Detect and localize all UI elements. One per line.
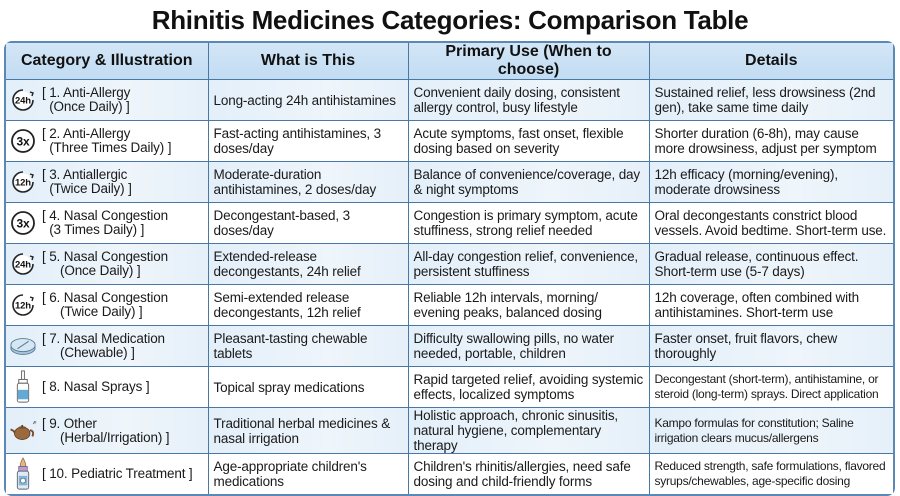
what-cell: Long-acting 24h antihistamines: [207, 79, 409, 121]
category-label: [ 6. Nasal Congestion (Twice Daily) ]: [42, 290, 168, 319]
details-cell: Reduced strength, safe formulations, fla…: [648, 453, 893, 494]
category-label: [ 1. Anti-Allergy (Once Daily) ]: [42, 85, 131, 114]
three-times-icon: 3x: [9, 128, 37, 154]
nasal-spray-icon: [9, 370, 37, 404]
teapot-icon: [9, 418, 37, 444]
primary-use-cell: Congestion is primary symptom, acute stu…: [407, 202, 650, 244]
comparison-table: Category & Illustration What is This Pri…: [4, 41, 895, 496]
details-cell: Shorter duration (6-8h), may cause more …: [648, 120, 893, 162]
table-row: [ 10. Pediatric Treatment ] Age-appropria…: [6, 453, 893, 494]
category-label: [ 3. Antiallergic (Twice Daily) ]: [42, 167, 132, 196]
table-row: [ 7. Nasal Medication (Chewable) ] Pleasa…: [6, 325, 893, 367]
category-cell: 3x [ 2. Anti-Allergy (Three Times Daily) …: [6, 120, 209, 162]
details-cell: Decongestant (short-term), antihistamine…: [648, 366, 893, 408]
what-cell: Moderate-duration antihistamines, 2 dose…: [207, 161, 409, 203]
what-cell: Age-appropriate children's medications: [207, 453, 409, 494]
header-details: Details: [648, 43, 893, 80]
clock-12h-icon: 12h: [9, 169, 37, 195]
icon-label: 3x: [16, 217, 30, 231]
category-cell: [ 9. Other (Herbal/Irrigation) ]: [6, 407, 209, 454]
header-primary-use: Primary Use (When to choose): [407, 43, 650, 80]
icon-label: 3x: [16, 135, 30, 149]
primary-use-cell: Children's rhinitis/allergies, need safe…: [407, 453, 650, 494]
details-cell: Gradual release, continuous effect. Shor…: [648, 243, 893, 285]
category-label: [ 10. Pediatric Treatment ]: [42, 466, 193, 481]
category-cell: 12h [ 3. Antiallergic (Twice Daily) ]: [6, 161, 209, 203]
what-cell: Semi-extended release decongestants, 12h…: [207, 284, 409, 326]
what-cell: Pleasant-tasting chewable tablets: [207, 325, 409, 367]
table-row: 3x [ 2. Anti-Allergy (Three Times Daily) …: [6, 120, 893, 162]
icon-label: 12h: [15, 178, 31, 189]
details-cell: Oral decongestants constrict blood vesse…: [648, 202, 893, 244]
three-times-icon: 3x: [9, 210, 37, 236]
category-cell: 3x [ 4. Nasal Congestion (3 Times Daily) …: [6, 202, 209, 244]
category-label: [ 4. Nasal Congestion (3 Times Daily) ]: [42, 208, 168, 237]
category-cell: [ 8. Nasal Sprays ]: [6, 366, 209, 408]
what-cell: Decongestant-based, 3 doses/day: [207, 202, 409, 244]
table-row: 3x [ 4. Nasal Congestion (3 Times Daily) …: [6, 202, 893, 244]
pediatric-bottle-icon: [9, 457, 37, 491]
category-cell: [ 10. Pediatric Treatment ]: [6, 453, 209, 494]
table-row: 24h [ 1. Anti-Allergy (Once Daily) ] Long-…: [6, 79, 893, 121]
details-cell: Sustained relief, less drowsiness (2nd g…: [648, 79, 893, 121]
category-cell: [ 7. Nasal Medication (Chewable) ]: [6, 325, 209, 367]
tablet-icon: [9, 335, 37, 357]
header-category: Category & Illustration: [6, 43, 209, 80]
table-row: [ 8. Nasal Sprays ] Topical spray medicat…: [6, 366, 893, 408]
details-cell: Kampo formulas for constitution; Saline …: [648, 407, 893, 454]
table-row: 12h [ 6. Nasal Congestion (Twice Daily) ]…: [6, 284, 893, 326]
what-cell: Topical spray medications: [207, 366, 409, 408]
clock-24h-icon: 24h: [9, 87, 37, 113]
what-cell: Fast-acting antihistamines, 3 doses/day: [207, 120, 409, 162]
primary-use-cell: Balance of convenience/coverage, day & n…: [407, 161, 650, 203]
primary-use-cell: Acute symptoms, fast onset, flexible dos…: [407, 120, 650, 162]
table-row: [ 9. Other (Herbal/Irrigation) ] Traditio…: [6, 407, 893, 454]
table-row: 12h [ 3. Antiallergic (Twice Daily) ] Mode…: [6, 161, 893, 203]
primary-use-cell: All-day congestion relief, convenience, …: [407, 243, 650, 285]
clock-24h-icon: 24h: [9, 251, 37, 277]
primary-use-cell: Convenient daily dosing, consistent alle…: [407, 79, 650, 121]
category-label: [ 2. Anti-Allergy (Three Times Daily) ]: [42, 126, 172, 155]
page-title: Rhinitis Medicines Categories: Compariso…: [151, 5, 749, 35]
category-label: [ 9. Other (Herbal/Irrigation) ]: [42, 415, 170, 445]
category-cell: 12h [ 6. Nasal Congestion (Twice Daily) ]: [6, 284, 209, 326]
category-cell: 24h [ 5. Nasal Congestion (Once Daily) ]: [6, 243, 209, 285]
table-row: 24h [ 5. Nasal Congestion (Once Daily) ] E…: [6, 243, 893, 285]
details-cell: 12h coverage, often combined with antihi…: [648, 284, 893, 326]
details-cell: 12h efficacy (morning/evening), moderate…: [648, 161, 893, 203]
icon-label: 24h: [15, 260, 31, 271]
header-what: What is This: [207, 43, 409, 80]
category-label: [ 5. Nasal Congestion (Once Daily) ]: [42, 249, 168, 278]
primary-use-cell: Reliable 12h intervals, morning/ evening…: [407, 284, 650, 326]
primary-use-cell: Holistic approach, chronic sinusitis, na…: [407, 407, 650, 454]
icon-label: 12h: [15, 301, 31, 312]
primary-use-cell: Difficulty swallowing pills, no water ne…: [407, 325, 650, 367]
category-label: [ 8. Nasal Sprays ]: [42, 379, 150, 394]
icon-label: 24h: [15, 96, 31, 107]
clock-12h-icon: 12h: [9, 292, 37, 318]
what-cell: Extended-release decongestants, 24h reli…: [207, 243, 409, 285]
primary-use-cell: Rapid targeted relief, avoiding systemic…: [407, 366, 650, 408]
category-cell: 24h [ 1. Anti-Allergy (Once Daily) ]: [6, 79, 209, 121]
details-cell: Faster onset, fruit flavors, chew thorou…: [648, 325, 893, 367]
category-label: [ 7. Nasal Medication (Chewable) ]: [42, 331, 165, 360]
table-header-row: Category & Illustration What is This Pri…: [6, 43, 893, 80]
what-cell: Traditional herbal medicines & nasal irr…: [207, 407, 409, 454]
